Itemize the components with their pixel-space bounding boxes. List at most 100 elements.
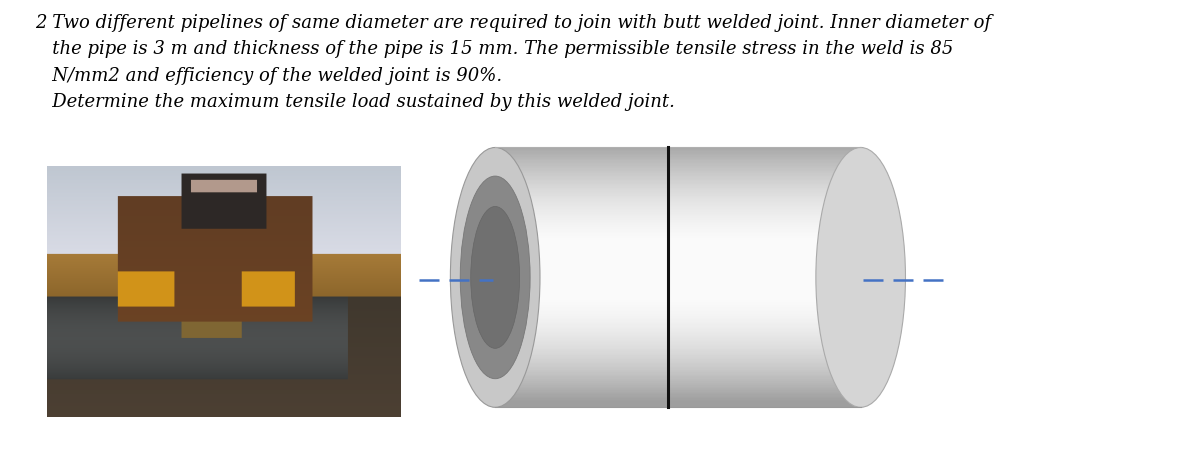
Bar — [495, 156, 861, 157]
Bar — [495, 230, 861, 231]
Bar — [495, 200, 861, 201]
Bar — [495, 231, 861, 232]
Bar — [495, 163, 861, 164]
Bar — [495, 238, 861, 239]
Bar — [495, 184, 861, 186]
Bar — [495, 313, 861, 314]
Bar — [495, 242, 861, 243]
Bar — [495, 328, 861, 330]
Bar — [495, 343, 861, 344]
Bar — [495, 302, 861, 304]
Bar — [495, 292, 861, 294]
Bar — [495, 366, 861, 367]
Bar — [495, 394, 861, 396]
Bar — [495, 248, 861, 249]
Bar — [495, 310, 861, 312]
Bar — [495, 314, 861, 315]
Bar — [495, 212, 861, 213]
Bar — [495, 388, 861, 389]
Bar — [495, 297, 861, 299]
Bar — [495, 300, 861, 301]
Bar — [495, 315, 861, 317]
Bar — [495, 261, 861, 262]
Bar — [495, 151, 861, 152]
Bar — [495, 362, 861, 363]
Bar — [495, 263, 861, 265]
Bar — [495, 333, 861, 335]
Bar — [495, 270, 861, 271]
Bar — [495, 404, 861, 405]
Bar — [495, 219, 861, 221]
Bar — [495, 258, 861, 260]
Bar — [495, 283, 861, 284]
Bar — [495, 164, 861, 165]
Bar — [495, 174, 861, 175]
Bar — [495, 250, 861, 252]
Bar — [495, 358, 861, 359]
Bar — [495, 304, 861, 305]
Bar — [495, 330, 861, 331]
Bar — [495, 171, 861, 173]
Bar — [495, 209, 861, 210]
Bar — [495, 199, 861, 200]
Bar — [495, 226, 861, 227]
Bar — [495, 229, 861, 230]
Bar — [495, 279, 861, 281]
Bar — [495, 262, 861, 263]
Bar — [495, 210, 861, 212]
Bar — [495, 309, 861, 310]
Bar — [495, 359, 861, 361]
Bar — [495, 299, 861, 300]
Bar — [495, 370, 861, 371]
Bar — [495, 161, 861, 163]
Bar — [495, 208, 861, 209]
Bar — [495, 150, 861, 151]
Bar — [495, 398, 861, 400]
Bar — [495, 391, 861, 392]
Bar — [495, 282, 861, 283]
Bar — [495, 201, 861, 203]
Bar — [495, 287, 861, 288]
Ellipse shape — [460, 177, 531, 379]
Bar — [495, 376, 861, 378]
Bar — [495, 191, 861, 192]
Bar — [495, 214, 861, 216]
Bar — [495, 194, 861, 195]
Bar — [495, 182, 861, 183]
Bar — [495, 284, 861, 286]
Bar — [495, 187, 861, 188]
Bar — [495, 275, 861, 276]
Bar — [495, 346, 861, 348]
Bar — [495, 148, 861, 150]
Bar — [495, 379, 861, 380]
Bar — [495, 294, 861, 296]
Bar — [495, 222, 861, 223]
Bar — [495, 235, 861, 236]
Bar — [495, 372, 861, 374]
Bar — [495, 357, 861, 358]
Bar — [495, 383, 861, 384]
Bar — [495, 380, 861, 382]
Bar — [495, 378, 861, 379]
Bar — [495, 322, 861, 323]
Bar — [495, 338, 861, 339]
Bar — [495, 245, 861, 247]
Bar — [495, 288, 861, 289]
Bar — [495, 223, 861, 225]
Bar — [495, 405, 861, 406]
Bar — [495, 382, 861, 383]
Bar — [495, 332, 861, 333]
Bar — [495, 269, 861, 270]
Bar — [495, 170, 861, 171]
Bar — [495, 356, 861, 357]
Bar — [495, 406, 861, 407]
Bar — [495, 206, 861, 208]
Bar — [495, 158, 861, 160]
Bar — [495, 165, 861, 166]
Bar — [495, 239, 861, 240]
Ellipse shape — [470, 207, 520, 349]
Bar — [495, 232, 861, 234]
Bar — [495, 345, 861, 346]
Bar — [495, 265, 861, 266]
Bar — [495, 234, 861, 235]
